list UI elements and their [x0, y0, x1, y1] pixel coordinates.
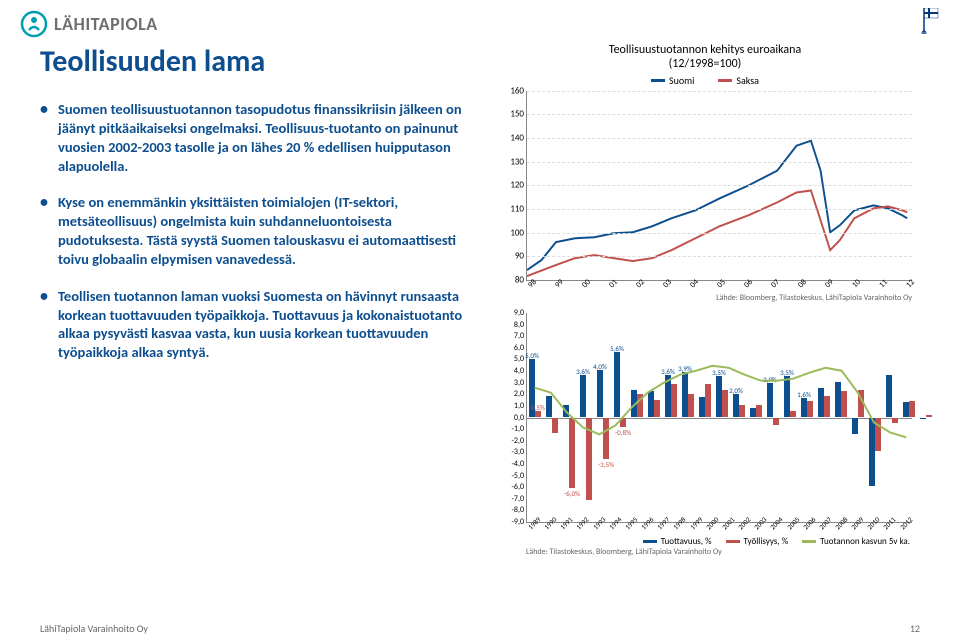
y-tick-label: 90: [515, 251, 527, 262]
slide-title: Teollisuuden lama: [40, 43, 470, 80]
header: LÄHITAPIOLA: [0, 0, 960, 43]
left-column: Teollisuuden lama Suomen teollisuustuota…: [40, 43, 470, 589]
gridline: [527, 91, 912, 92]
y-tick-label: 100: [510, 227, 527, 238]
gridline: [527, 185, 912, 186]
bullet-item: Suomen teollisuustuotannon tasopudotus f…: [40, 100, 470, 175]
right-column: Teollisuustuotannon kehitys euroaikana (…: [490, 43, 920, 589]
chart2-x-axis: 1989199019911992199319941995199619971998…: [526, 525, 912, 534]
chart2-plot: -9,0-8,0-7,0-6,0-5,0-4,0-3,0-2,0-1,00,01…: [526, 313, 912, 523]
legend-item: Tuottavuus, %: [643, 536, 712, 547]
flag-icon: [920, 8, 940, 39]
legend-item: Työllisyys, %: [726, 536, 789, 547]
bar-employment: [926, 415, 932, 417]
y-tick-label: -8,0: [511, 505, 527, 515]
y-tick-label: 150: [510, 109, 527, 120]
logo: LÄHITAPIOLA: [20, 10, 158, 38]
chart-productivity: -9,0 -8,0-7,0 -6,0-5,0 -4,0 -3,0-2,0 -1,00,0 1…: [490, 309, 920, 589]
footer-text: LähiTapiola Varainhoito Oy: [40, 622, 148, 635]
gridline: [527, 256, 912, 257]
chart1-plot: 8090100110120130140150160: [526, 91, 912, 281]
y-tick-label: -2,0: [511, 436, 527, 446]
chart1-title-text: Teollisuustuotannon kehitys euroaikana: [609, 43, 801, 57]
logo-text: LÄHITAPIOLA: [54, 13, 158, 35]
bar-productivity: [920, 418, 926, 419]
chart1-x-axis: 989900010203040506070809101112: [526, 283, 912, 293]
y-tick-label: 8,0: [514, 320, 527, 330]
y-tick-label: -9,0: [511, 517, 527, 527]
legend-item: Tuotannon kasvun 5v ka.: [802, 536, 910, 547]
gridline: [527, 209, 912, 210]
chart1-title: Teollisuustuotannon kehitys euroaikana (…: [490, 43, 920, 72]
gridline: [527, 233, 912, 234]
y-tick-label: 4,0: [514, 366, 527, 376]
y-tick-label: -6,0: [511, 482, 527, 492]
page-number: 12: [910, 622, 920, 635]
y-tick-label: -5,0: [511, 471, 527, 481]
y-tick-label: 9,0: [514, 308, 527, 318]
y-tick-label: 120: [510, 180, 527, 191]
y-tick-label: 1,0: [514, 401, 527, 411]
y-tick-label: 3,0: [514, 378, 527, 388]
y-tick-label: -3,0: [511, 447, 527, 457]
gridline: [527, 114, 912, 115]
content: Teollisuuden lama Suomen teollisuustuota…: [0, 43, 960, 589]
bullet-item: Teollisen tuotannon laman vuoksi Suomest…: [40, 287, 470, 362]
bullet-item: Kyse on enemmänkin yksittäisten toimialo…: [40, 193, 470, 268]
chart2-source: Lähde: Tilastokeskus, Bloomberg, LähiTap…: [490, 547, 920, 557]
chart1-subtitle: (12/1998=100): [669, 57, 742, 71]
y-tick-label: 2,0: [514, 389, 527, 399]
logo-icon: [20, 10, 48, 38]
y-tick-label: 140: [510, 133, 527, 144]
y-tick-label: 7,0: [514, 331, 527, 341]
legend-item: Saksa: [718, 74, 759, 87]
chart1-legend: Suomi Saksa: [490, 74, 920, 87]
y-tick-label: 0,0: [514, 413, 527, 423]
chart2-legend: Tuottavuus, % Työllisyys, % Tuotannon kasv…: [490, 536, 920, 547]
y-tick-label: -1,0: [511, 424, 527, 434]
y-tick-label: 80: [515, 274, 527, 285]
y-tick-label: -7,0: [511, 494, 527, 504]
y-tick-label: 160: [510, 85, 527, 96]
chart1-source: Lähde: Bloomberg, Tilastokeskus, LähiTap…: [490, 293, 920, 303]
legend-item: Suomi: [651, 74, 694, 87]
y-tick-label: 110: [510, 203, 527, 214]
bullet-list: Suomen teollisuustuotannon tasopudotus f…: [40, 100, 470, 362]
y-tick-label: -4,0: [511, 459, 527, 469]
gridline: [527, 138, 912, 139]
y-tick-label: 130: [510, 156, 527, 167]
chart-industrial-production: Teollisuustuotannon kehitys euroaikana (…: [490, 43, 920, 303]
gridline: [527, 162, 912, 163]
